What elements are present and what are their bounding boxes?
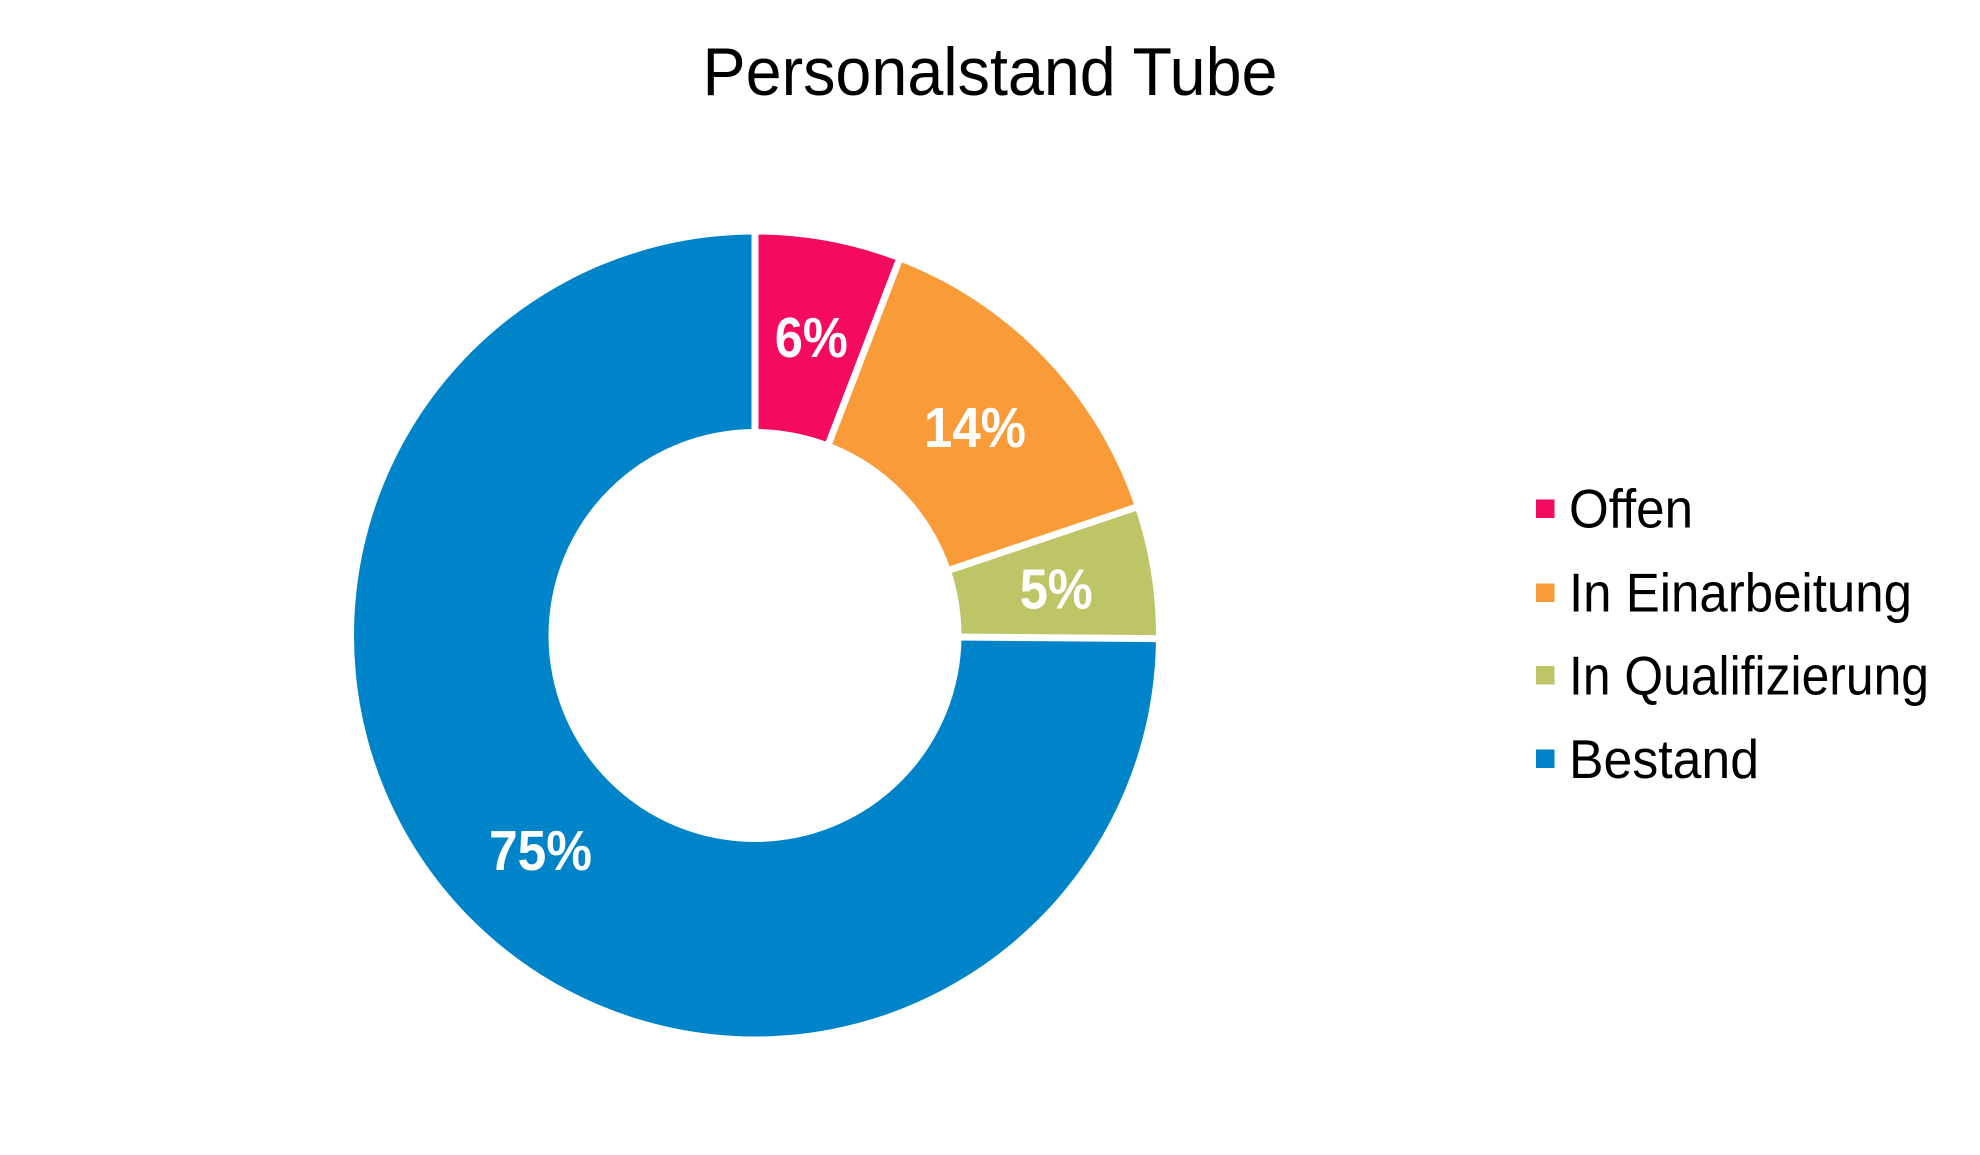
- svg-text:14%: 14%: [924, 396, 1026, 460]
- svg-text:Offen: Offen: [1569, 478, 1693, 540]
- svg-text:75%: 75%: [489, 819, 592, 883]
- svg-text:6%: 6%: [775, 306, 848, 370]
- svg-text:In Qualifizierung: In Qualifizierung: [1569, 645, 1929, 707]
- svg-text:5%: 5%: [1020, 558, 1093, 622]
- svg-text:Personalstand Tube: Personalstand Tube: [703, 34, 1278, 110]
- svg-text:Bestand: Bestand: [1569, 728, 1759, 790]
- svg-text:In Einarbeitung: In Einarbeitung: [1569, 562, 1912, 624]
